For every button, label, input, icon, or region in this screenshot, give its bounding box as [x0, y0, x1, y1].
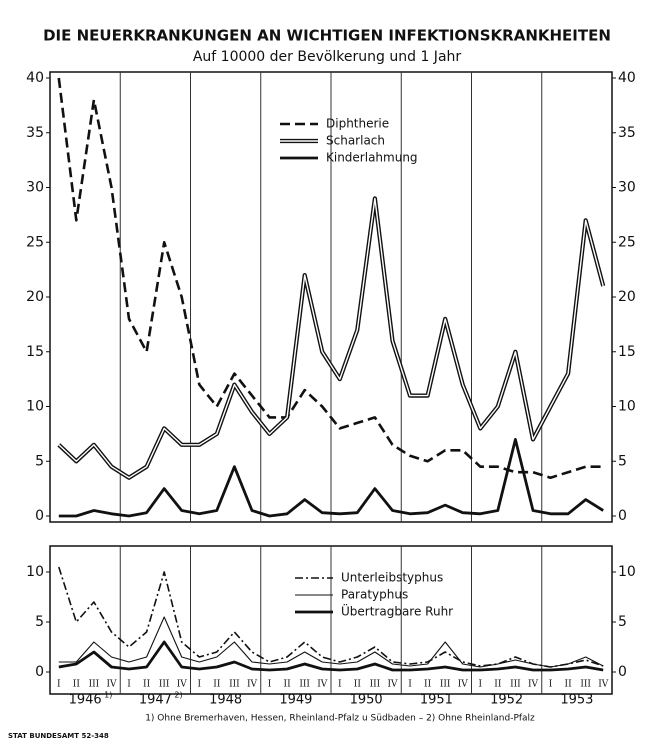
legend-label: Scharlach [326, 134, 385, 148]
x-tick-label: IV [317, 680, 328, 690]
x-tick-label: I [198, 680, 202, 690]
x-tick-label: IV [598, 680, 609, 690]
series-line [58, 640, 604, 672]
y-tick-label: 15 [26, 344, 44, 360]
legend-label: Kinderlahmung [326, 151, 418, 165]
y-tick-label: 40 [26, 70, 44, 86]
x-tick-label: II [565, 680, 573, 690]
x-tick-label: II [213, 680, 221, 690]
y-tick-label: 0 [35, 508, 44, 524]
x-tick-label: IV [247, 680, 258, 690]
y-tick-label-right: 25 [618, 234, 636, 250]
series-line [58, 616, 604, 668]
footnote: 1) Ohne Bremerhaven, Hessen, Rheinland-P… [145, 714, 535, 724]
x-group-label: 1953 [560, 693, 593, 708]
legend-label: Unterleibstyphus [341, 571, 443, 585]
x-tick-label: IV [177, 680, 188, 690]
chart-title: DIE NEUERKRANKUNGEN AN WICHTIGEN INFEKTI… [43, 27, 611, 45]
x-tick-label: III [159, 680, 170, 690]
y-tick-label: 10 [26, 564, 44, 580]
x-tick-label: III [580, 680, 591, 690]
x-tick-label: III [370, 680, 381, 690]
x-tick-label: II [354, 680, 362, 690]
y-tick-label: 35 [26, 125, 44, 141]
x-tick-label: II [424, 680, 432, 690]
x-tick-label: III [440, 680, 451, 690]
x-tick-label: II [143, 680, 151, 690]
y-tick-label-right: 40 [618, 70, 636, 86]
y-tick-label-right: 0 [618, 664, 627, 680]
x-tick-label: II [494, 680, 502, 690]
x-group-label: 1947 [139, 693, 172, 708]
x-group-label: 1952 [490, 693, 523, 708]
x-tick-label: IV [528, 680, 539, 690]
x-tick-label: I [268, 680, 272, 690]
y-tick-label: 0 [35, 664, 44, 680]
x-group-label: 1950 [350, 693, 383, 708]
y-tick-label: 5 [35, 614, 44, 630]
y-tick-label: 10 [26, 399, 44, 415]
x-group-note: 1) [104, 691, 112, 700]
x-group-label: 1946 [69, 693, 102, 708]
legend-label: Paratyphus [341, 588, 408, 602]
legend-label: Übertragbare Ruhr [341, 603, 453, 619]
x-tick-label: I [57, 680, 61, 690]
y-tick-label-right: 5 [618, 453, 627, 469]
series-line-inner [58, 197, 604, 479]
y-tick-label-right: 35 [618, 125, 636, 141]
y-tick-label: 25 [26, 234, 44, 250]
x-tick-label: IV [458, 680, 469, 690]
y-tick-label-right: 10 [618, 399, 636, 415]
x-tick-label: II [284, 680, 292, 690]
x-tick-label: IV [387, 680, 398, 690]
legend-label: Diphtherie [326, 117, 389, 131]
series-line [58, 438, 604, 518]
x-tick-label: III [89, 680, 100, 690]
source: STAT BUNDESAMT 52-348 [8, 732, 109, 740]
y-tick-label-right: 20 [618, 289, 636, 305]
x-tick-label: I [127, 680, 131, 690]
y-tick-label-right: 30 [618, 180, 636, 196]
x-tick-label: III [229, 680, 240, 690]
x-group-label: 1948 [209, 693, 242, 708]
x-tick-label: I [338, 680, 342, 690]
y-tick-label: 30 [26, 180, 44, 196]
x-tick-label: I [479, 680, 483, 690]
series-line [57, 77, 604, 479]
y-tick-label-right: 10 [618, 564, 636, 580]
y-tick-label: 5 [35, 453, 44, 469]
x-tick-label: III [299, 680, 310, 690]
y-tick-label-right: 15 [618, 344, 636, 360]
x-tick-label: IV [106, 680, 117, 690]
y-tick-label: 20 [26, 289, 44, 305]
x-tick-label: II [73, 680, 81, 690]
x-tick-label: I [549, 680, 553, 690]
x-tick-label: I [408, 680, 412, 690]
x-group-label: 1951 [420, 693, 453, 708]
x-group-note: 2) [174, 691, 182, 700]
x-group-label: 1949 [279, 693, 312, 708]
chart-subtitle: Auf 10000 der Bevölkerung und 1 Jahr [193, 49, 462, 65]
y-tick-label-right: 5 [618, 614, 627, 630]
x-tick-label: III [510, 680, 521, 690]
y-tick-label-right: 0 [618, 508, 627, 524]
